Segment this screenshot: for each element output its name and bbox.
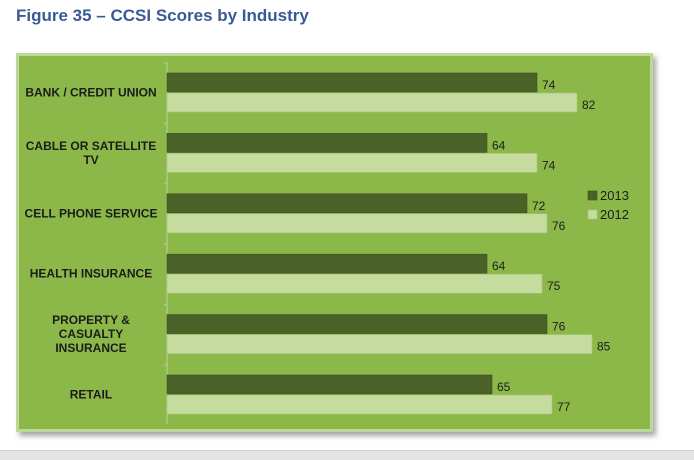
bar-2012-cell-phone-service — [166, 213, 548, 234]
bar-2013-property-casualty-insurance — [166, 314, 548, 334]
bar-2012-property-casualty-insurance — [166, 334, 593, 354]
chart-panel — [16, 53, 653, 432]
bar-2012-retail — [166, 394, 553, 415]
category-label-bank-credit-union: BANK / CREDIT UNION — [25, 86, 156, 100]
data-label-2012-health-insurance: 75 — [547, 279, 561, 293]
category-label-property-casualty-insurance: INSURANCE — [55, 341, 126, 355]
bar-2013-retail — [166, 374, 493, 395]
data-label-2013-retail: 65 — [497, 380, 511, 394]
data-label-2013-cell-phone-service: 72 — [532, 199, 546, 213]
bar-2013-health-insurance — [166, 253, 488, 274]
category-label-cell-phone-service: CELL PHONE SERVICE — [25, 206, 158, 220]
data-label-2012-cell-phone-service: 76 — [552, 219, 566, 233]
category-label-property-casualty-insurance: PROPERTY & — [52, 313, 130, 327]
category-label-retail: RETAIL — [70, 388, 112, 402]
bar-2013-bank-credit-union — [166, 72, 538, 93]
data-label-2012-bank-credit-union: 82 — [582, 98, 596, 112]
data-label-2013-health-insurance: 64 — [492, 259, 506, 273]
category-label-property-casualty-insurance: CASUALTY — [59, 327, 123, 341]
data-label-2013-property-casualty-insurance: 76 — [552, 320, 566, 334]
data-label-2013-bank-credit-union: 74 — [542, 78, 556, 92]
bar-2012-health-insurance — [166, 273, 543, 294]
data-label-2012-property-casualty-insurance: 85 — [597, 340, 611, 354]
category-label-health-insurance: HEALTH INSURANCE — [30, 267, 152, 281]
bar-2013-cell-phone-service — [166, 193, 528, 214]
data-label-2012-cable-or-satellite-tv: 74 — [542, 158, 556, 172]
legend-swatch-2013 — [587, 190, 598, 201]
bar-2013-cable-or-satellite-tv — [166, 133, 488, 153]
legend-swatch-2012 — [587, 209, 598, 220]
category-label-cable-or-satellite-tv: TV — [83, 153, 98, 167]
bar-2012-bank-credit-union — [166, 92, 578, 113]
category-label-cable-or-satellite-tv: CABLE OR SATELLITE — [26, 139, 156, 153]
data-label-2013-cable-or-satellite-tv: 64 — [492, 138, 506, 152]
data-label-2012-retail: 77 — [557, 400, 571, 414]
legend-label-2012: 2012 — [600, 207, 629, 222]
legend-label-2013: 2013 — [600, 188, 629, 203]
bar-2012-cable-or-satellite-tv — [166, 153, 538, 173]
figure-title: Figure 35 – CCSI Scores by Industry — [16, 6, 309, 25]
bottom-strip — [0, 450, 694, 460]
